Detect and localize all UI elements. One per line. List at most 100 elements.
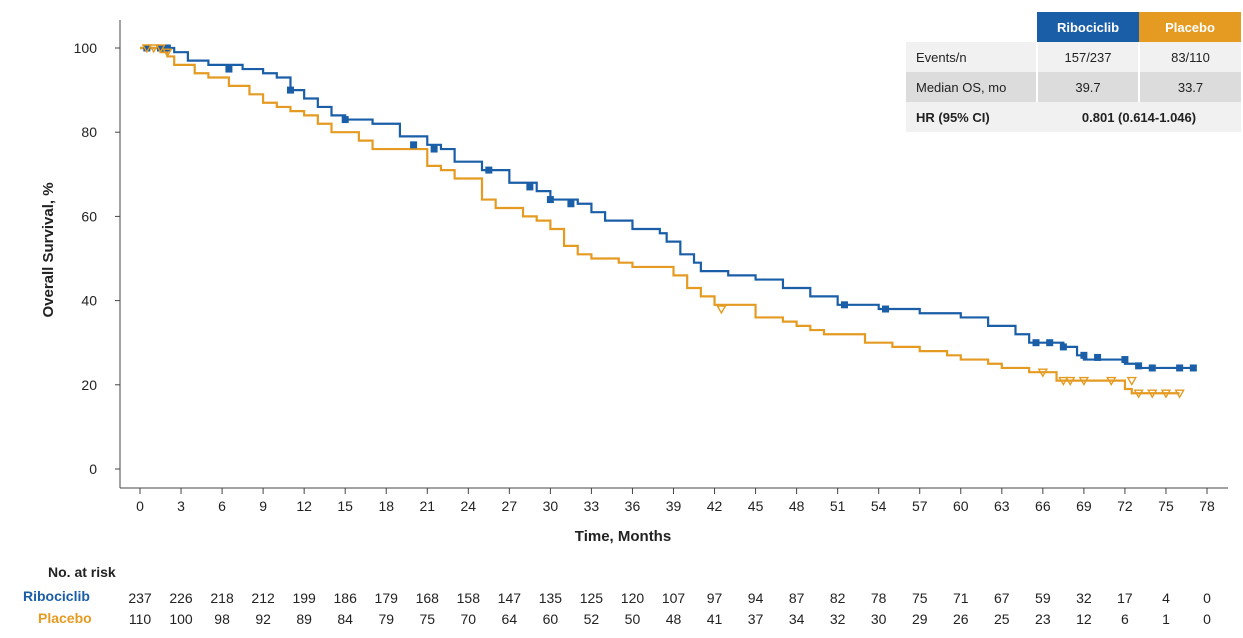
censor-mark-placebo bbox=[1174, 389, 1185, 399]
risk-value-placebo: 32 bbox=[830, 611, 846, 627]
risk-value-ribociclib: 237 bbox=[128, 590, 152, 606]
x-tick-label: 30 bbox=[543, 498, 559, 514]
censor-mark-ribociclib bbox=[1046, 339, 1054, 347]
risk-value-placebo: 41 bbox=[707, 611, 723, 627]
risk-value-placebo: 50 bbox=[625, 611, 641, 627]
y-tick-label: 40 bbox=[81, 293, 97, 309]
censor-mark-ribociclib bbox=[1032, 339, 1040, 347]
risk-value-ribociclib: 179 bbox=[375, 590, 399, 606]
censor-mark-ribociclib bbox=[225, 65, 233, 73]
censor-mark-placebo bbox=[162, 48, 173, 58]
x-tick-label: 0 bbox=[136, 498, 144, 514]
x-tick-label: 15 bbox=[337, 498, 353, 514]
risk-value-ribociclib: 125 bbox=[580, 590, 604, 606]
stats-header-row: Ribociclib Placebo bbox=[906, 12, 1241, 42]
censor-mark-ribociclib bbox=[526, 183, 534, 191]
censor-mark-ribociclib bbox=[163, 44, 171, 52]
censor-mark-placebo bbox=[1065, 376, 1076, 387]
x-tick-label: 33 bbox=[584, 498, 600, 514]
censor-mark-ribociclib bbox=[882, 305, 890, 313]
y-tick-label: 60 bbox=[81, 208, 97, 224]
risk-value-ribociclib: 226 bbox=[169, 590, 193, 606]
censor-mark-ribociclib bbox=[1080, 351, 1088, 359]
series-line-placebo bbox=[140, 46, 1180, 395]
risk-value-ribociclib: 82 bbox=[830, 590, 846, 606]
risk-value-ribociclib: 186 bbox=[334, 590, 358, 606]
stats-row-hr: HR (95% CI) 0.801 (0.614-1.046) bbox=[906, 102, 1241, 132]
censor-mark-placebo bbox=[1133, 389, 1144, 399]
risk-value-placebo: 34 bbox=[789, 611, 805, 627]
risk-table-numbers: 2371102261002189821292199891868417979168… bbox=[128, 590, 1211, 627]
censor-mark-ribociclib bbox=[286, 86, 294, 94]
censor-mark-placebo bbox=[1106, 376, 1117, 387]
risk-value-ribociclib: 147 bbox=[498, 590, 522, 606]
risk-value-ribociclib: 158 bbox=[457, 590, 481, 606]
risk-value-ribociclib: 71 bbox=[953, 590, 969, 606]
stats-hr-value: 0.801 (0.614-1.046) bbox=[1037, 102, 1241, 132]
stats-corner bbox=[906, 12, 1037, 42]
risk-value-placebo: 25 bbox=[994, 611, 1010, 627]
censor-mark-ribociclib bbox=[1148, 364, 1156, 372]
censor-mark-placebo bbox=[1037, 368, 1049, 378]
risk-value-ribociclib: 87 bbox=[789, 590, 805, 606]
stats-events-placebo: 83/110 bbox=[1138, 42, 1241, 72]
risk-value-placebo: 75 bbox=[419, 611, 435, 627]
x-tick-label: 69 bbox=[1076, 498, 1092, 514]
risk-value-placebo: 1 bbox=[1162, 611, 1170, 627]
series-line-ribociclib bbox=[140, 46, 1194, 370]
risk-value-placebo: 98 bbox=[214, 611, 230, 627]
censor-mark-ribociclib bbox=[840, 301, 848, 309]
censor-mark-placebo bbox=[1160, 389, 1172, 399]
risk-value-placebo: 64 bbox=[502, 611, 518, 627]
x-tick-label: 60 bbox=[953, 498, 969, 514]
censor-mark-placebo bbox=[716, 305, 727, 315]
x-tick-label: 57 bbox=[912, 498, 928, 514]
stats-row-median-os: Median OS, mo 39.7 33.7 bbox=[906, 72, 1241, 102]
y-tick-label: 20 bbox=[81, 377, 97, 393]
stats-label-median-os: Median OS, mo bbox=[906, 72, 1037, 102]
censor-mark-ribociclib bbox=[1189, 364, 1197, 372]
risk-label-ribociclib: Ribociclib bbox=[23, 588, 90, 604]
chart-curves bbox=[140, 46, 1194, 395]
risk-value-placebo: 79 bbox=[378, 611, 394, 627]
x-tick-label: 39 bbox=[666, 498, 682, 514]
y-tick-label: 80 bbox=[81, 124, 97, 140]
x-tick-label: 78 bbox=[1199, 498, 1215, 514]
risk-value-ribociclib: 199 bbox=[292, 590, 316, 606]
x-tick-label: 63 bbox=[994, 498, 1010, 514]
x-tick-label: 45 bbox=[748, 498, 764, 514]
x-tick-label: 51 bbox=[830, 498, 846, 514]
risk-value-placebo: 84 bbox=[337, 611, 353, 627]
risk-value-placebo: 6 bbox=[1121, 611, 1129, 627]
stats-label-hr: HR (95% CI) bbox=[906, 102, 1037, 132]
x-tick-label: 24 bbox=[461, 498, 477, 514]
risk-value-ribociclib: 212 bbox=[251, 590, 275, 606]
x-tick-label: 12 bbox=[296, 498, 312, 514]
risk-value-ribociclib: 59 bbox=[1035, 590, 1051, 606]
risk-value-placebo: 23 bbox=[1035, 611, 1051, 627]
risk-value-ribociclib: 4 bbox=[1162, 590, 1170, 606]
risk-value-ribociclib: 218 bbox=[210, 590, 234, 606]
x-tick-label: 9 bbox=[259, 498, 267, 514]
y-axis-title: Overall Survival, % bbox=[40, 182, 57, 317]
censor-mark-placebo bbox=[1078, 376, 1090, 387]
stats-header-ribociclib: Ribociclib bbox=[1037, 12, 1139, 42]
censor-mark-ribociclib bbox=[1135, 362, 1143, 370]
stats-header-placebo: Placebo bbox=[1139, 12, 1241, 42]
x-axis-title: Time, Months bbox=[575, 528, 671, 545]
y-tick-label: 100 bbox=[74, 40, 98, 56]
censor-mark-placebo bbox=[155, 44, 166, 54]
risk-value-placebo: 100 bbox=[169, 611, 193, 627]
x-tick-label: 36 bbox=[625, 498, 641, 514]
x-tick-label: 48 bbox=[789, 498, 805, 514]
y-tick-label: 0 bbox=[89, 461, 97, 477]
risk-value-ribociclib: 67 bbox=[994, 590, 1010, 606]
x-tick-label: 54 bbox=[871, 498, 887, 514]
censor-mark-placebo bbox=[1126, 376, 1137, 387]
risk-value-placebo: 26 bbox=[953, 611, 969, 627]
censor-mark-ribociclib bbox=[1176, 364, 1184, 372]
risk-value-ribociclib: 0 bbox=[1203, 590, 1211, 606]
x-tick-label: 21 bbox=[419, 498, 435, 514]
